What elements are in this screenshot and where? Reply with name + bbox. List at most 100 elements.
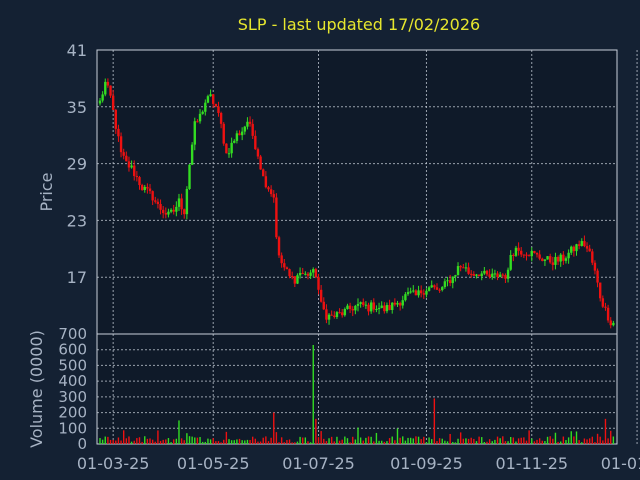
candle-body (372, 302, 375, 310)
candle-body (185, 188, 189, 215)
candle-body (485, 270, 489, 275)
candle-body (501, 274, 504, 276)
candle-body (480, 273, 483, 277)
candle-body (412, 290, 415, 292)
candle-body (546, 256, 549, 260)
volume-axis-label: Volume (0000) (27, 330, 46, 448)
candle-body (156, 201, 160, 205)
candle-body (467, 267, 470, 274)
candle-body (491, 273, 494, 278)
candle-body (535, 252, 539, 255)
candle-body (393, 302, 397, 305)
candle-body (419, 290, 423, 294)
candle-body (325, 309, 328, 320)
candle-body (438, 289, 441, 291)
candle-body (383, 305, 386, 312)
candle-body (135, 175, 139, 178)
candle-body (327, 314, 331, 320)
candle-body (133, 165, 136, 176)
candle-body (140, 185, 144, 191)
candle-body (483, 270, 486, 274)
price-candles (98, 78, 615, 329)
candle-body (470, 273, 473, 275)
date-axis-ticks: 01-03-25 01-05-25 01-07-25 01-09-25 01-11-25… (77, 454, 640, 473)
candle-body (488, 274, 491, 278)
candle-body (330, 314, 333, 316)
candle-body (506, 269, 510, 279)
price-tick-label: 17 (67, 268, 87, 287)
candle-body (104, 81, 107, 95)
candle-body (348, 305, 352, 309)
candle-body (430, 285, 433, 288)
candle-body (240, 131, 244, 136)
candle-body (354, 305, 357, 311)
candle-body (98, 100, 102, 104)
candle-body (198, 113, 202, 122)
candle-body (238, 133, 241, 136)
candle-body (146, 186, 149, 189)
candle-body (409, 291, 412, 293)
candle-body (599, 282, 602, 299)
price-panel (96, 49, 618, 335)
candle-body (543, 259, 547, 261)
candle-body (219, 112, 223, 124)
candle-body (296, 275, 299, 284)
candle-body (406, 292, 410, 295)
volume-tick-label: 200 (58, 404, 87, 422)
candle-body (551, 262, 555, 265)
candle-body (235, 133, 239, 141)
candle-body (435, 287, 439, 290)
candle-body (222, 123, 225, 144)
candle-body (243, 126, 246, 132)
date-tick-label: 01-03-25 (77, 454, 150, 473)
candle-body (459, 266, 462, 268)
candle-body (177, 198, 181, 207)
candle-body (259, 156, 262, 170)
candle-body (512, 255, 515, 257)
candle-body (477, 274, 481, 277)
candle-body (377, 307, 381, 309)
candle-body (117, 128, 120, 137)
volume-tick-label: 400 (58, 372, 87, 390)
candle-body (396, 302, 399, 305)
candle-body (227, 153, 231, 155)
candle-body (441, 287, 444, 291)
candle-body (446, 280, 449, 282)
candle-body (101, 94, 104, 101)
candle-body (346, 305, 349, 309)
volume-tick-label: 300 (58, 388, 87, 406)
candle-body (514, 247, 518, 256)
candle-body (359, 302, 362, 304)
candle-body (375, 308, 378, 310)
candle-body (527, 255, 531, 257)
candle-body (517, 247, 520, 251)
candle-body (290, 276, 294, 278)
candle-body (230, 142, 233, 154)
candle-body (496, 273, 499, 278)
price-tick-label: 29 (67, 155, 87, 174)
candle-body (306, 273, 310, 276)
candle-body (462, 267, 465, 269)
candle-body (212, 94, 215, 104)
candle-body (114, 109, 117, 129)
candle-body (233, 140, 236, 143)
candle-body (609, 320, 612, 326)
candle-body (580, 241, 583, 246)
candle-body (169, 209, 173, 212)
candle-body (417, 290, 420, 296)
candle-body (588, 248, 591, 252)
candle-body (583, 241, 586, 247)
candle-body (285, 267, 289, 270)
candle-body (538, 254, 541, 259)
candle-body (188, 164, 191, 189)
candle-body (293, 276, 297, 284)
candle-body (225, 143, 228, 154)
candle-body (577, 244, 581, 246)
candle-body (217, 106, 220, 113)
candle-body (559, 254, 562, 262)
volume-tick-label: 700 (58, 325, 87, 343)
candle-body (143, 186, 146, 191)
candle-body (288, 269, 291, 277)
candle-body (593, 262, 597, 271)
candle-body (319, 289, 323, 302)
